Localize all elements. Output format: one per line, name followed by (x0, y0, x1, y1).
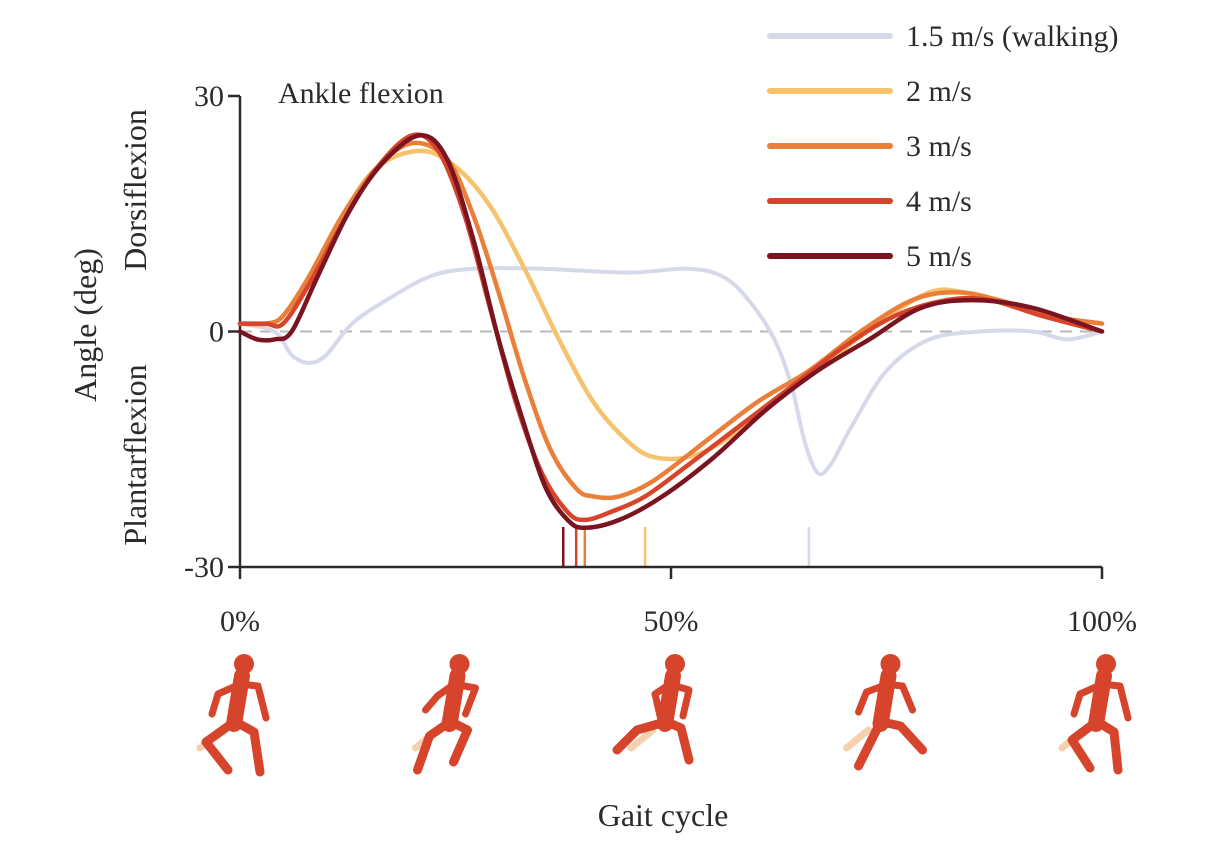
runner-leg-shape (413, 717, 454, 775)
runner-arm-shape (1070, 682, 1102, 718)
series-line-3 (237, 132, 1105, 523)
y-axis-lower-label: Plantarflexion (117, 364, 153, 545)
legend-label-4: 5 m/s (906, 240, 972, 273)
x-tick-label-0: 0% (220, 605, 260, 638)
runner-trail-shape (843, 726, 872, 752)
x-tick-label-2: 100% (1067, 605, 1137, 638)
legend: 1.5 m/s (walking) 2 m/s 3 m/s 4 m/s 5 m/s (767, 20, 1118, 273)
legend-label-3: 4 m/s (906, 185, 972, 218)
y-tick-label-1: 0 (209, 316, 224, 349)
legend-label-1: 2 m/s (906, 75, 972, 108)
y-axis-upper-label: Dorsiflexion (117, 109, 153, 271)
runner-arm-shape (855, 682, 886, 716)
runner-arm-shape (422, 682, 455, 714)
y-axis-titles: Angle (deg) Dorsiflexion Plantarflexion (67, 109, 153, 546)
series-line-1 (237, 148, 1105, 462)
legend-label-2: 3 m/s (906, 130, 972, 163)
runner-icon (612, 654, 694, 765)
runner-icon (843, 654, 927, 771)
runner-leg-shape (447, 717, 472, 767)
series-line-0 (238, 265, 1104, 477)
runner-leg-shape (231, 717, 265, 777)
runner-leg-shape (612, 717, 670, 755)
series-line-4 (237, 133, 1105, 531)
runner-arm-shape (881, 680, 916, 714)
legend-label-0: 1.5 m/s (walking) (906, 20, 1118, 53)
runner-leg-shape (854, 717, 885, 771)
runner-icons (196, 654, 1132, 777)
runner-arm-shape (1096, 680, 1132, 722)
runner-icon (412, 654, 479, 775)
y-axis-label: Angle (deg) (67, 248, 103, 402)
y-tick-label-2: -30 (184, 551, 224, 584)
runner-leg-shape (878, 717, 927, 755)
runner-arm-shape (234, 680, 270, 722)
runner-leg-shape (662, 717, 694, 765)
runner-leg-shape (201, 717, 239, 775)
runner-arm-shape (208, 682, 240, 718)
runner-leg-shape (1093, 717, 1123, 775)
runner-leg-shape (1067, 717, 1101, 773)
chart-title: Ankle flexion (278, 77, 444, 110)
runner-icon (1058, 654, 1132, 775)
runner-arm-shape (651, 682, 671, 724)
x-tick-label-1: 50% (644, 605, 699, 638)
plot-area: 30 0 -30 0% 50% 100% (184, 80, 1137, 638)
y-tick-label-0: 30 (194, 80, 224, 113)
x-axis-label: Gait cycle (598, 797, 729, 833)
runner-icon (196, 654, 270, 777)
series-line-2 (237, 140, 1105, 501)
runner-trail-shape (627, 726, 657, 752)
runner-arm-shape (450, 680, 479, 718)
runner-arm-shape (665, 680, 693, 720)
